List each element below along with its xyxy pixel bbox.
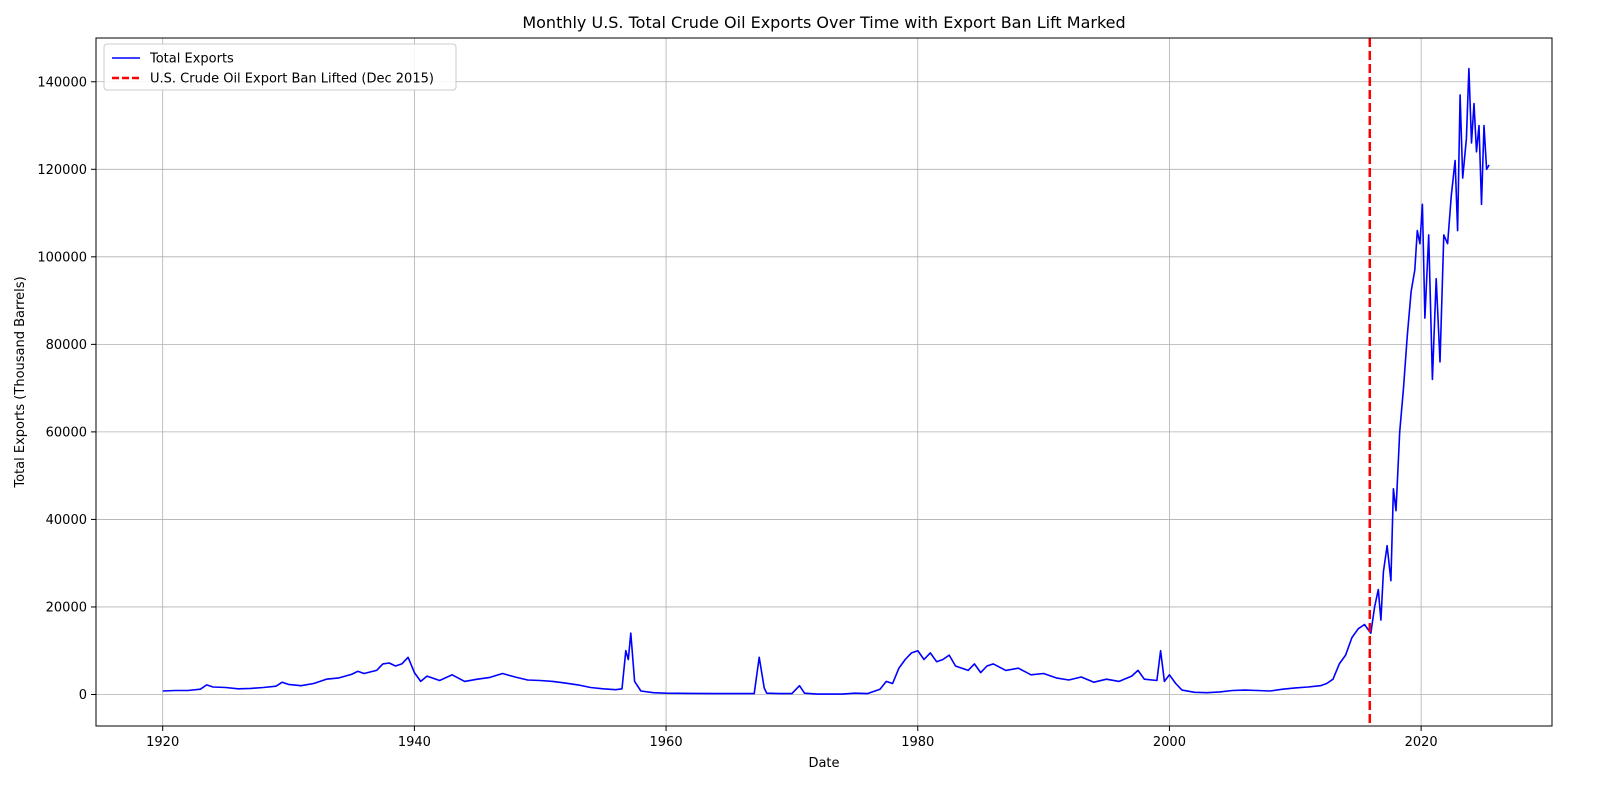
legend-label: U.S. Crude Oil Export Ban Lifted (Dec 20… <box>150 72 434 87</box>
legend: Total Exports U.S. Crude Oil Export Ban L… <box>103 43 457 91</box>
y-tick-label: 120000 <box>37 163 87 178</box>
x-tick-label: 1920 <box>146 735 179 750</box>
x-tick-label: 2020 <box>1405 735 1438 750</box>
grid-layer <box>96 38 1552 726</box>
exports-line <box>162 67 1490 695</box>
y-tick-label: 80000 <box>46 338 87 353</box>
x-tick-label: 1960 <box>650 735 683 750</box>
y-tick-label: 140000 <box>37 75 87 90</box>
x-axis-label: Date <box>808 756 839 771</box>
plot-frame <box>95 37 1553 727</box>
y-tick-label: 40000 <box>46 513 87 528</box>
y-tick-label: 60000 <box>46 425 87 440</box>
x-tick-label: 1940 <box>398 735 431 750</box>
plot-layer <box>162 38 1490 726</box>
x-tick-label: 1980 <box>901 735 934 750</box>
x-tick-label: 2000 <box>1153 735 1186 750</box>
legend-box <box>103 43 457 91</box>
y-tick-label: 0 <box>79 688 87 703</box>
legend-label: Total Exports <box>149 52 234 67</box>
y-tick-label: 20000 <box>46 600 87 615</box>
chart-title: Monthly U.S. Total Crude Oil Exports Ove… <box>522 13 1125 32</box>
axes-layer: 1920 1940 1960 1980 2000 2020 0 20000 40000 60000… <box>37 37 1553 750</box>
y-axis-label: Total Exports (Thousand Barrels) <box>13 276 28 488</box>
y-tick-label: 100000 <box>37 250 87 265</box>
